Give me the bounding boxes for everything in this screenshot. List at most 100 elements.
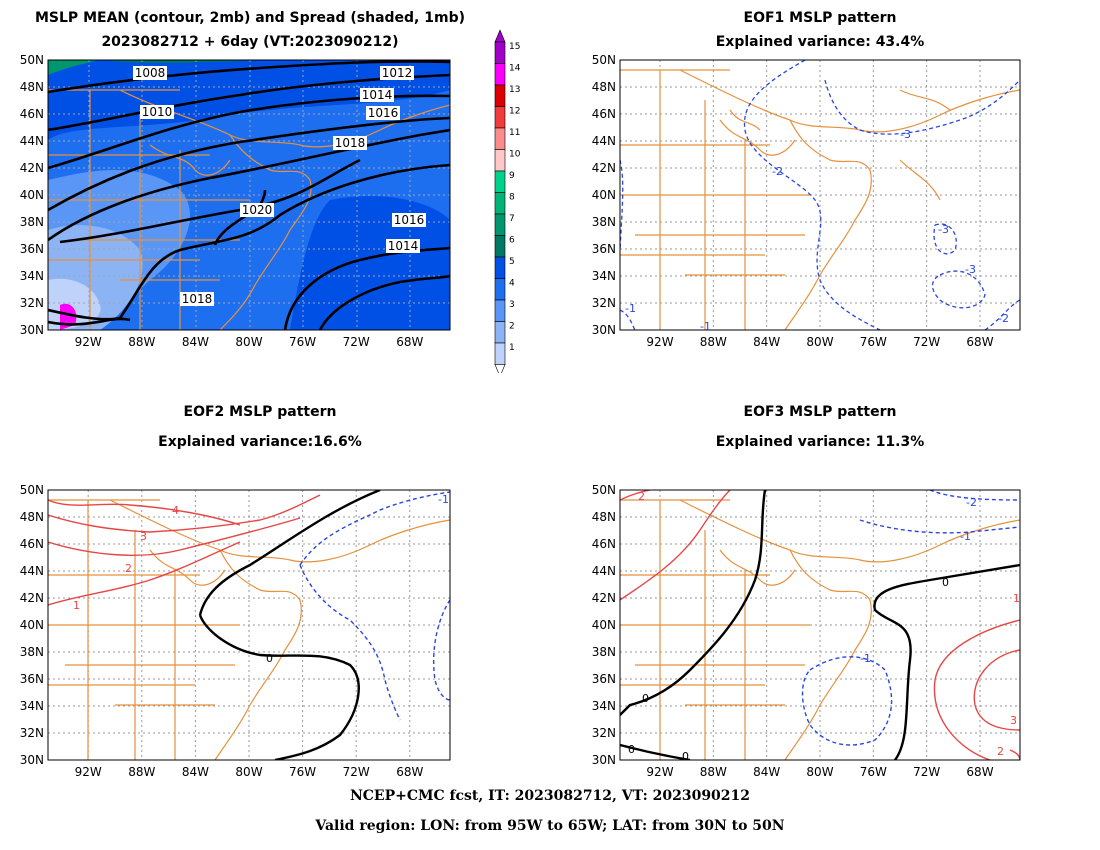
lat-tick-label: 48N xyxy=(592,510,616,524)
eof3-map: 2 -2 -1 0 1 -1 0 0 0 3 2 50N 48N 46N 44N 42N… xyxy=(592,483,1021,779)
contour-label: 1 xyxy=(73,599,80,612)
lon-tick-label: 92W xyxy=(646,335,673,349)
lon-tick-label: 84W xyxy=(182,335,209,349)
colorbar-swatch xyxy=(494,192,506,215)
contour-label: 4 xyxy=(172,504,179,517)
colorbar-label: 6 xyxy=(509,236,515,246)
contour-label: -1 xyxy=(860,652,871,665)
contour-label: 1008 xyxy=(135,66,166,80)
lat-tick-label: 48N xyxy=(20,80,44,94)
lat-tick-label: 38N xyxy=(20,645,44,659)
colorbar-label: 14 xyxy=(509,64,521,74)
lat-tick-label: 36N xyxy=(20,242,44,256)
coastlines xyxy=(48,89,450,330)
eof3-title-line1: EOF3 MSLP pattern xyxy=(743,404,897,420)
lon-tick-label: 72W xyxy=(913,765,940,779)
lat-tick-label: 32N xyxy=(20,296,44,310)
contour-label: 3 xyxy=(140,530,147,543)
coastlines xyxy=(620,499,1020,760)
colorbar-label: 10 xyxy=(509,150,521,160)
contour-label: 2 xyxy=(638,490,645,503)
lat-axis: 50N 48N 46N 44N 42N 40N 38N 36N 34N 32N 30N xyxy=(592,53,616,337)
lon-tick-label: 68W xyxy=(396,765,423,779)
lat-tick-label: 42N xyxy=(20,591,44,605)
lat-tick-label: 42N xyxy=(592,161,616,175)
lat-tick-label: 42N xyxy=(20,161,44,175)
lon-axis: 92W 88W 84W 80W 76W 72W 68W xyxy=(75,335,424,349)
colorbar-label: 15 xyxy=(509,42,520,52)
lat-tick-label: 38N xyxy=(20,215,44,229)
lat-tick-label: 50N xyxy=(592,483,616,497)
lon-tick-label: 68W xyxy=(966,765,993,779)
lat-tick-label: 38N xyxy=(592,645,616,659)
eof1-map: -3 -2 -3 -3 -1 -2 -1 50N 48N 46N 44N 42N 40N 3… xyxy=(592,53,1021,349)
lat-tick-label: 32N xyxy=(592,296,616,310)
colorbar-label: 13 xyxy=(509,85,520,95)
lat-tick-label: 44N xyxy=(592,564,616,578)
eof2-contour-labels: -1 4 3 2 1 0 xyxy=(73,493,449,665)
lon-tick-label: 84W xyxy=(182,765,209,779)
contour-label: -1 xyxy=(625,302,636,315)
mean-title-line2: 2023082712 + 6day (VT:2023090212) xyxy=(101,34,399,50)
lat-tick-label: 40N xyxy=(20,188,44,202)
eof2-title-line1: EOF2 MSLP pattern xyxy=(183,404,337,420)
contour-label: -1 xyxy=(960,530,971,543)
lon-tick-label: 72W xyxy=(343,335,370,349)
contour-label: 1018 xyxy=(335,136,366,150)
contour-label: 1016 xyxy=(394,213,425,227)
colorbar-swatch xyxy=(494,299,506,322)
lat-tick-label: 30N xyxy=(20,753,44,767)
contour-label: 0 xyxy=(628,743,635,756)
lon-tick-label: 80W xyxy=(235,335,262,349)
colorbar-swatch xyxy=(494,84,506,107)
contour-label: 1014 xyxy=(388,239,419,253)
lat-tick-label: 34N xyxy=(20,699,44,713)
colorbar-label: 7 xyxy=(509,214,515,224)
colorbar-label: 11 xyxy=(509,128,520,138)
eof1-contours xyxy=(620,60,1020,330)
contour-label: 0 xyxy=(682,750,689,763)
lon-tick-label: 80W xyxy=(806,765,833,779)
contour-label: 0 xyxy=(942,576,949,589)
lat-tick-label: 34N xyxy=(592,269,616,283)
lon-tick-label: 68W xyxy=(966,335,993,349)
lon-tick-label: 76W xyxy=(860,335,887,349)
contour-label: 3 xyxy=(1010,714,1017,727)
contour-label: 0 xyxy=(642,692,649,705)
lat-tick-label: 38N xyxy=(592,215,616,229)
colorbar-swatch xyxy=(494,106,506,129)
contour-label: 1 xyxy=(1013,592,1020,605)
contour-label: 2 xyxy=(997,745,1004,758)
lat-tick-label: 36N xyxy=(592,672,616,686)
lat-tick-label: 30N xyxy=(20,323,44,337)
eof3-contour-labels: 2 -2 -1 0 1 -1 0 0 0 3 2 xyxy=(628,490,1020,763)
coastlines xyxy=(620,69,1020,330)
footer-valid-region: Valid region: LON: from 95W to 65W; LAT:… xyxy=(315,818,785,834)
colorbar-label: 9 xyxy=(509,171,515,181)
colorbar-label: 3 xyxy=(509,300,515,310)
eof3-contours xyxy=(620,490,1020,760)
lat-tick-label: 46N xyxy=(20,107,44,121)
lat-tick-label: 50N xyxy=(20,53,44,67)
lon-tick-label: 92W xyxy=(75,335,102,349)
lon-tick-label: 84W xyxy=(753,765,780,779)
contour-label: 1020 xyxy=(242,203,273,217)
colorbar-swatch xyxy=(494,149,506,172)
contour-label: -3 xyxy=(938,223,949,236)
contour-label: 2 xyxy=(125,562,132,575)
colorbar-min-arrow xyxy=(494,364,506,373)
eof1-contour-labels: -3 -2 -3 -3 -1 -2 -1 xyxy=(625,128,1009,333)
contour-label: -1 xyxy=(700,320,711,333)
lat-tick-label: 32N xyxy=(592,726,616,740)
colorbar-swatch xyxy=(494,63,506,86)
contour-label: -2 xyxy=(772,165,783,178)
lat-tick-label: 30N xyxy=(592,753,616,767)
lat-tick-label: 46N xyxy=(592,107,616,121)
colorbar-swatch xyxy=(494,342,506,365)
colorbar-label: 2 xyxy=(509,322,515,332)
lat-tick-label: 48N xyxy=(20,510,44,524)
eof3-title-line2: Explained variance: 11.3% xyxy=(715,434,925,450)
eof1-title-line2: Explained variance: 43.4% xyxy=(715,34,925,50)
contour-label: 1010 xyxy=(142,105,173,119)
